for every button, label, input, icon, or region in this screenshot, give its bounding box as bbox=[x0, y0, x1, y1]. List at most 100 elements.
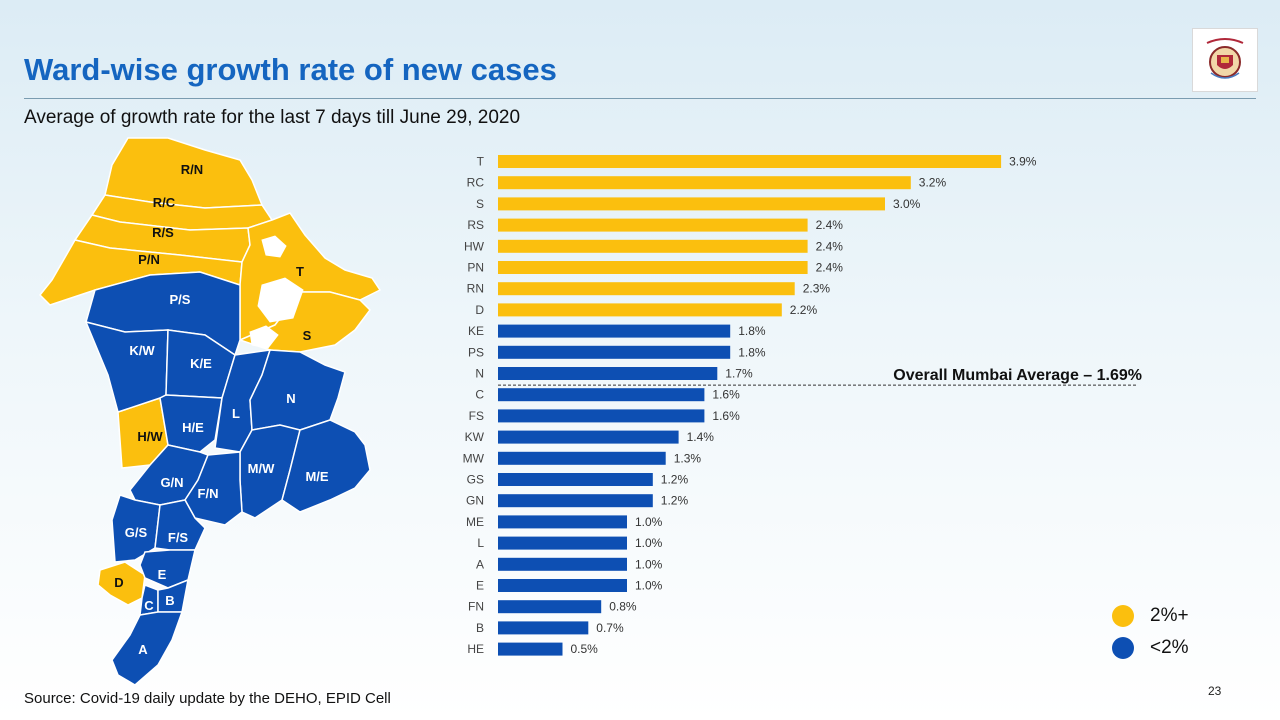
value-label: 0.7% bbox=[596, 621, 624, 635]
legend-item-high: 2%+ bbox=[1112, 600, 1189, 632]
value-label: 3.9% bbox=[1009, 155, 1037, 169]
map-label: F/S bbox=[168, 530, 189, 545]
bar bbox=[498, 494, 653, 508]
category-label: A bbox=[476, 557, 484, 571]
value-label: 1.6% bbox=[712, 388, 740, 402]
category-label: D bbox=[475, 303, 484, 317]
bar bbox=[498, 345, 731, 359]
category-label: PS bbox=[468, 345, 484, 359]
category-label: C bbox=[475, 388, 484, 402]
map-label: B bbox=[165, 593, 174, 608]
category-label: L bbox=[477, 536, 484, 550]
legend-label-low: <2% bbox=[1150, 637, 1189, 658]
value-label: 3.2% bbox=[919, 176, 947, 190]
ward-d bbox=[97, 561, 146, 606]
page-title: Ward-wise growth rate of new cases bbox=[24, 52, 557, 87]
ward-f-s bbox=[154, 499, 206, 551]
map-label: K/W bbox=[129, 343, 155, 358]
category-label: FN bbox=[468, 600, 484, 614]
bar bbox=[498, 579, 627, 592]
category-label: RC bbox=[467, 176, 485, 190]
value-label: 1.0% bbox=[635, 579, 663, 593]
growth-rate-bar-chart: T 3.9% RC 3.2% S 3.0% RS 2.4% HW 2.4% PN 2.4% RN 2.3%… bbox=[463, 155, 1142, 657]
bar bbox=[498, 197, 885, 211]
ward-k-w bbox=[84, 320, 169, 413]
bar bbox=[498, 515, 627, 529]
map-label: L bbox=[232, 406, 240, 421]
map-label: C bbox=[144, 598, 154, 613]
page-number: 23 bbox=[1208, 684, 1222, 698]
ward-b bbox=[157, 578, 189, 613]
page-subtitle: Average of growth rate for the last 7 da… bbox=[24, 107, 521, 128]
value-label: 2.4% bbox=[816, 261, 844, 275]
bar bbox=[498, 388, 705, 402]
bar bbox=[498, 261, 808, 274]
category-label: E bbox=[476, 579, 484, 593]
bar bbox=[498, 557, 627, 571]
category-label: RS bbox=[467, 218, 484, 232]
category-label: B bbox=[476, 621, 484, 635]
category-label: S bbox=[476, 197, 484, 211]
bar bbox=[498, 218, 808, 232]
value-label: 1.0% bbox=[635, 536, 663, 550]
map-labels: R/N R/C R/S P/N P/S K/W K/E T S H/W H/E … bbox=[114, 162, 329, 657]
bar bbox=[498, 282, 795, 296]
bar bbox=[498, 155, 1002, 168]
value-label: 2.3% bbox=[803, 282, 831, 296]
value-label: 2.2% bbox=[790, 303, 818, 317]
category-label: N bbox=[475, 367, 484, 381]
legend-label-high: 2%+ bbox=[1150, 605, 1189, 626]
map-label: P/S bbox=[170, 292, 191, 307]
map-label: G/S bbox=[125, 525, 148, 540]
value-label: 1.7% bbox=[725, 367, 753, 381]
bar bbox=[498, 239, 808, 253]
category-label: GN bbox=[466, 494, 484, 508]
map-label: A bbox=[138, 642, 148, 657]
map-label: D bbox=[114, 575, 123, 590]
legend-swatch-high bbox=[1112, 605, 1134, 627]
bar bbox=[498, 430, 679, 444]
map-label: T bbox=[296, 264, 304, 279]
category-label: ME bbox=[466, 515, 484, 529]
category-label: HE bbox=[467, 642, 484, 656]
bar bbox=[498, 642, 563, 656]
map-label: H/W bbox=[137, 429, 163, 444]
category-label: T bbox=[477, 155, 485, 169]
value-label: 1.4% bbox=[687, 430, 715, 444]
value-label: 2.4% bbox=[816, 239, 844, 253]
category-label: GS bbox=[467, 473, 484, 487]
category-label: KE bbox=[468, 324, 484, 338]
legend-item-low: <2% bbox=[1112, 632, 1189, 664]
value-label: 1.6% bbox=[712, 409, 740, 423]
value-label: 1.8% bbox=[738, 324, 766, 338]
title-divider bbox=[24, 98, 1256, 99]
bar bbox=[498, 451, 666, 465]
category-label: RN bbox=[467, 282, 484, 296]
bar bbox=[498, 473, 653, 486]
value-label: 1.8% bbox=[738, 345, 766, 359]
bar bbox=[498, 621, 589, 635]
map-label: P/N bbox=[138, 252, 160, 267]
map-label: N bbox=[286, 391, 295, 406]
value-label: 2.4% bbox=[816, 218, 844, 232]
lake-area bbox=[249, 325, 279, 349]
bar bbox=[498, 303, 782, 317]
value-label: 1.2% bbox=[661, 494, 689, 508]
value-label: 0.8% bbox=[609, 600, 637, 614]
map-label: F/N bbox=[198, 486, 219, 501]
value-label: 1.0% bbox=[635, 515, 663, 529]
map-label: E bbox=[158, 567, 167, 582]
value-label: 3.0% bbox=[893, 197, 921, 211]
map-label: M/E bbox=[305, 469, 328, 484]
ward-m-e bbox=[281, 419, 371, 513]
map-label: R/N bbox=[181, 162, 203, 177]
map-label: H/E bbox=[182, 420, 204, 435]
legend-swatch-low bbox=[1112, 637, 1134, 659]
category-label: MW bbox=[463, 451, 485, 465]
bar bbox=[498, 367, 718, 380]
value-label: 1.3% bbox=[674, 451, 702, 465]
bar bbox=[498, 176, 911, 190]
category-label: KW bbox=[465, 430, 485, 444]
value-label: 1.0% bbox=[635, 557, 663, 571]
source-note: Source: Covid-19 daily update by the DEH… bbox=[24, 690, 391, 707]
